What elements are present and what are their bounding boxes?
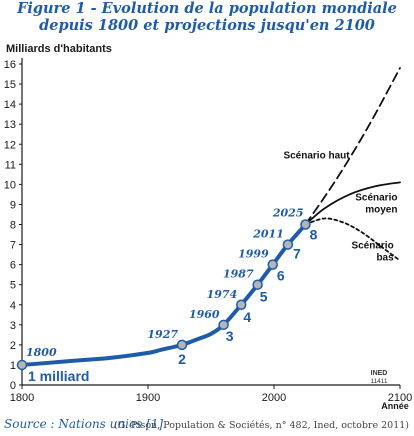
- milestone-count-label: 6: [277, 268, 285, 284]
- scenario-label: Scénario: [355, 192, 397, 203]
- milestone-count-label: 4: [243, 309, 251, 325]
- milestone-markers: [16, 219, 311, 371]
- y-tick-label: 5: [10, 280, 16, 292]
- y-tick-label: 11: [5, 159, 16, 171]
- series-sc-nario-moyen: [304, 181, 401, 226]
- y-tick-label: 0: [10, 380, 16, 392]
- milestone-year-label: 1987: [223, 268, 254, 281]
- x-tick-label: 2100: [388, 392, 412, 404]
- milestone-count-label: 5: [260, 289, 268, 305]
- y-tick-label: 13: [4, 119, 16, 131]
- milestone-year-label: 1999: [238, 248, 269, 261]
- milestone-marker: [300, 219, 311, 230]
- milestone-marker: [218, 319, 229, 331]
- milestone-year-label: 1927: [147, 328, 178, 341]
- y-axis-label: Milliards d'habitants: [6, 43, 112, 55]
- y-tick-label: 16: [4, 59, 16, 71]
- chart-title-line2: depuis 1800 et projections jusqu'en 2100: [39, 17, 375, 34]
- milestone-count-label: 7: [293, 246, 301, 262]
- x-axis-label: Année: [381, 401, 409, 411]
- source-note: Source : Nations unies [1].: [4, 417, 167, 431]
- y-tick-label: 12: [4, 139, 16, 151]
- milestone-marker: [267, 259, 278, 270]
- y-tick-label: 8: [10, 220, 16, 232]
- series-sc-nario-haut: [304, 67, 401, 226]
- series-lines: [20, 67, 401, 367]
- milestone-count-label: 2: [178, 351, 186, 367]
- y-tick-label: 4: [10, 300, 16, 312]
- y-tick-label: 2: [10, 340, 16, 352]
- y-tick-label: 7: [10, 240, 16, 252]
- milestone-marker: [176, 339, 188, 351]
- y-tick-label: 1: [10, 360, 16, 372]
- x-tick-label: 1900: [136, 392, 160, 404]
- milestone-year-label: 1800: [26, 346, 57, 359]
- milestone-marker: [16, 359, 28, 371]
- scenario-label: bas: [376, 253, 394, 264]
- milestone-count-label: 1 milliard: [28, 368, 89, 384]
- axes: [21, 58, 400, 386]
- y-tick-label: 10: [4, 179, 16, 191]
- credit-note: (G. Pison, Population & Sociétés, n° 482…: [114, 420, 409, 431]
- milestone-year-label: 1974: [207, 288, 238, 301]
- scenario-label: Scénario: [351, 241, 393, 252]
- scenario-label: Scénario haut: [283, 150, 350, 161]
- x-tick-label: 1800: [10, 392, 34, 404]
- y-tick-label: 3: [10, 320, 16, 332]
- ined-watermark: INED 11411: [370, 370, 387, 385]
- y-tick-label: 15: [4, 79, 16, 91]
- x-tick-label: 2000: [262, 392, 286, 404]
- milestone-year-label: 2025: [272, 207, 304, 220]
- watermark-line2: 11411: [370, 378, 387, 385]
- milestone-marker: [235, 299, 247, 310]
- y-tick-label: 9: [10, 199, 16, 211]
- milestone-count-label: 8: [310, 227, 318, 243]
- y-tick-label: 6: [10, 260, 16, 272]
- watermark-line1: INED: [371, 370, 388, 377]
- milestone-marker: [252, 279, 263, 290]
- milestone-marker: [282, 239, 294, 250]
- milestone-count-label: 3: [226, 328, 234, 344]
- chart-title-line1: Figure 1 - Evolution de la population mo…: [17, 0, 397, 17]
- milestone-year-label: 1960: [189, 308, 220, 321]
- scenario-label: moyen: [365, 204, 397, 215]
- series-historical: [20, 222, 308, 367]
- milestone-year-label: 2011: [252, 228, 284, 241]
- series-sc-nario-bas: [304, 217, 401, 262]
- y-tick-label: 14: [4, 99, 16, 111]
